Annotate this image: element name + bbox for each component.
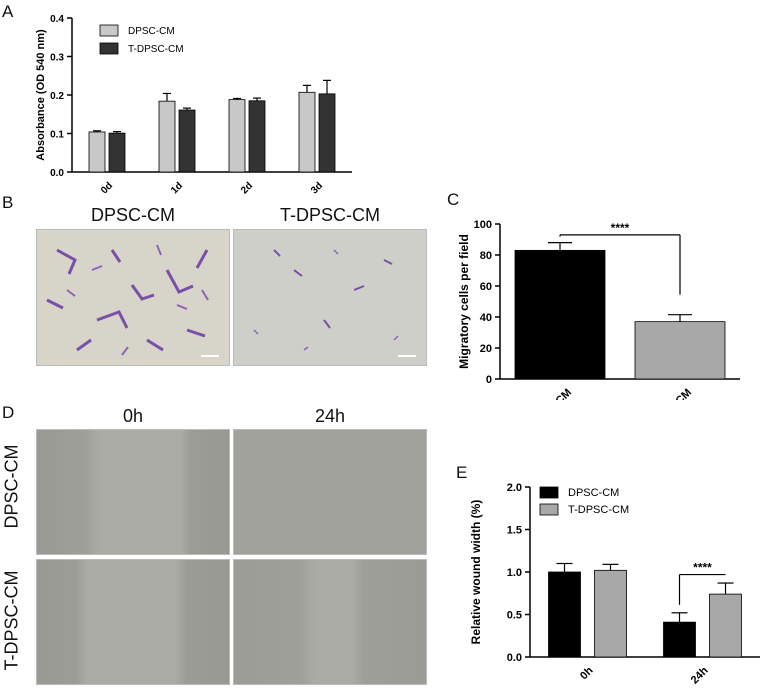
legend-entry: T-DPSC-CM: [128, 44, 184, 55]
y-tick-label: 80: [480, 250, 492, 262]
y-tick-label: 40: [480, 312, 492, 324]
x-tick-label: 2d: [239, 180, 255, 196]
panel-label-a: A: [2, 2, 14, 21]
scale-bar: [201, 355, 219, 357]
y-tick-label: 100: [474, 219, 492, 231]
wound-micrograph-dpsc-0h: [36, 429, 230, 555]
chart-e-wound-width: 0.0 0.5 1.0 1.5 2.0 Relative wound width (%) 0…: [469, 482, 760, 685]
panel-label-d: D: [2, 403, 15, 422]
stain-pattern-tdpsc: [253, 249, 399, 351]
significance-marker: ****: [693, 561, 712, 575]
transwell-micrograph-dpsc: [36, 229, 230, 366]
panel-d-row-label-tdpsc: T-DPSC-CM: [1, 570, 22, 671]
legend-entry: T-DPSC-CM: [568, 504, 629, 516]
bar: [514, 249, 606, 380]
bar: [318, 93, 336, 173]
legend-entry: DPSC-CM: [128, 26, 175, 37]
y-axis-label: Absorbance (OD 540 nm): [35, 29, 47, 161]
y-tick-label: 20: [480, 343, 492, 355]
y-tick-label: 0: [486, 374, 492, 386]
legend-swatch: [99, 42, 119, 55]
panel-b-column-label-dpsc: DPSC-CM: [91, 205, 175, 225]
panel-label-e: E: [456, 463, 468, 482]
y-tick-label: 1.5: [507, 525, 522, 537]
x-tick-label: 3d: [309, 180, 325, 196]
bar: [709, 593, 742, 658]
y-tick-label: 0.4: [50, 14, 64, 25]
bar: [634, 321, 726, 380]
wound-micrograph-dpsc-24h: [233, 429, 427, 555]
bar: [298, 91, 316, 173]
x-tick-label: T-DPSC-CM: [642, 387, 694, 400]
y-tick-label: 1.0: [507, 567, 522, 579]
panel-b-column-label-tdpsc: T-DPSC-CM: [280, 205, 380, 225]
legend-entry: DPSC-CM: [568, 487, 619, 499]
legend-swatch: [539, 503, 559, 516]
bar: [594, 569, 627, 658]
bar: [88, 131, 106, 173]
transwell-micrograph-tdpsc: [233, 229, 427, 366]
bar: [663, 621, 696, 658]
panel-d-row-label-dpsc: DPSC-CM: [1, 444, 22, 529]
x-tick-label: 24h: [689, 664, 711, 685]
y-tick-label: 0.0: [507, 652, 522, 664]
panel-label-b: B: [2, 193, 14, 212]
legend-swatch: [539, 486, 559, 499]
wound-micrograph-tdpsc-0h: [36, 559, 230, 685]
y-axis-label: Relative wound width (%): [469, 500, 483, 645]
x-tick-label: DPSC-CM: [529, 387, 574, 400]
bar: [248, 100, 266, 173]
bar: [178, 109, 196, 173]
panel-d-column-label-24h: 24h: [314, 406, 346, 426]
bar: [158, 100, 176, 173]
x-tick-label: 0d: [99, 180, 115, 196]
x-tick-label: 1d: [169, 180, 185, 196]
panel-label-c: C: [447, 190, 460, 209]
scale-bar: [398, 355, 416, 357]
bar: [548, 571, 581, 658]
bar: [108, 132, 126, 173]
significance-marker: ****: [611, 221, 630, 235]
y-tick-label: 0.0: [50, 168, 64, 179]
legend-swatch: [99, 24, 119, 37]
y-tick-label: 0.3: [50, 53, 64, 64]
x-tick-label: 0h: [578, 664, 596, 682]
panel-d-column-label-0h: 0h: [122, 406, 144, 426]
y-tick-label: 2.0: [507, 482, 522, 494]
y-tick-label: 60: [480, 281, 492, 293]
y-axis-label: Migratory cells per field: [457, 234, 471, 369]
y-tick-label: 0.2: [50, 91, 64, 102]
stain-pattern-dpsc: [46, 244, 209, 356]
bar: [228, 99, 246, 173]
y-tick-label: 0.5: [507, 610, 522, 622]
y-tick-label: 0.1: [50, 130, 64, 141]
wound-micrograph-tdpsc-24h: [233, 559, 427, 685]
